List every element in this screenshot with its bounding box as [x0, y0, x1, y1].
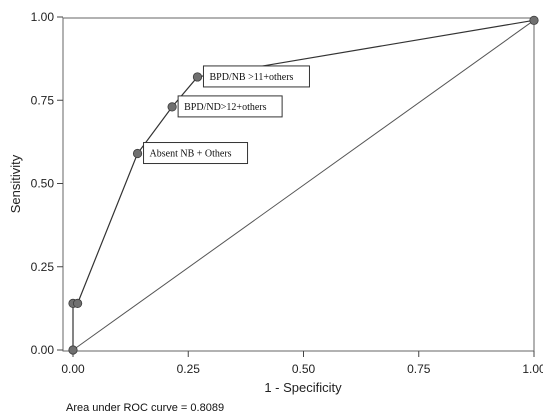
- roc-point: [73, 298, 83, 308]
- x-tick-label: 0.75: [407, 362, 431, 376]
- auc-footnote: Area under ROC curve = 0.8089: [66, 402, 224, 414]
- roc-point: [132, 148, 143, 159]
- annotation-box: [202, 65, 310, 88]
- annotation-callout: Absent NB + Others: [143, 142, 249, 165]
- roc-point: [167, 102, 177, 112]
- annotation-callout: BPD/NB >11+others: [202, 65, 310, 88]
- annotation-label: Absent NB + Others: [150, 149, 232, 160]
- roc-point: [192, 72, 203, 82]
- y-tick-label: 0.25: [31, 260, 55, 274]
- x-tick-label: 0.00: [61, 362, 85, 376]
- y-tick-label: 0.00: [31, 343, 55, 357]
- x-tick-label: 1.00: [522, 362, 543, 376]
- annotation-box: [177, 95, 283, 118]
- roc-point: [529, 15, 539, 25]
- annotation-callout: BPD/ND>12+others: [177, 95, 283, 118]
- y-tick-label: 0.75: [31, 93, 55, 107]
- y-tick-label: 1.00: [31, 10, 55, 24]
- x-tick-label: 0.50: [292, 362, 316, 376]
- x-axis-label: 1 - Specificity: [264, 380, 342, 395]
- y-axis-label: Sensitivity: [8, 154, 23, 213]
- plot-frame: [62, 17, 535, 352]
- annotation-box: [143, 142, 249, 165]
- annotation-label: BPD/NB >11+others: [209, 72, 293, 83]
- roc-point: [68, 345, 78, 355]
- annotation-label: BPD/ND>12+others: [184, 102, 267, 113]
- y-tick-label: 0.50: [31, 177, 55, 191]
- x-tick-label: 0.25: [177, 362, 201, 376]
- reference-diagonal-line: [72, 19, 535, 351]
